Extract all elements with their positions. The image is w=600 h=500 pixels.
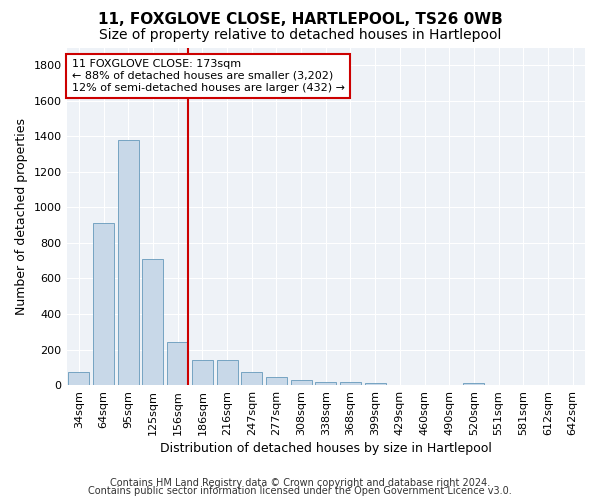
Text: Contains public sector information licensed under the Open Government Licence v3: Contains public sector information licen… — [88, 486, 512, 496]
Text: 11 FOXGLOVE CLOSE: 173sqm
← 88% of detached houses are smaller (3,202)
12% of se: 11 FOXGLOVE CLOSE: 173sqm ← 88% of detac… — [72, 60, 345, 92]
Bar — [290, 380, 311, 385]
Y-axis label: Number of detached properties: Number of detached properties — [15, 118, 28, 315]
Text: 11, FOXGLOVE CLOSE, HARTLEPOOL, TS26 0WB: 11, FOXGLOVE CLOSE, HARTLEPOOL, TS26 0WB — [98, 12, 502, 28]
Bar — [68, 372, 89, 385]
Bar — [217, 360, 238, 385]
Bar — [241, 372, 262, 385]
Bar — [365, 384, 386, 385]
Bar — [192, 360, 213, 385]
Bar — [340, 382, 361, 385]
Text: Size of property relative to detached houses in Hartlepool: Size of property relative to detached ho… — [99, 28, 501, 42]
Bar — [167, 342, 188, 385]
Bar — [93, 224, 114, 385]
Bar — [142, 259, 163, 385]
Bar — [315, 382, 336, 385]
X-axis label: Distribution of detached houses by size in Hartlepool: Distribution of detached houses by size … — [160, 442, 492, 455]
Bar — [266, 377, 287, 385]
Bar — [118, 140, 139, 385]
Bar — [463, 384, 484, 385]
Text: Contains HM Land Registry data © Crown copyright and database right 2024.: Contains HM Land Registry data © Crown c… — [110, 478, 490, 488]
